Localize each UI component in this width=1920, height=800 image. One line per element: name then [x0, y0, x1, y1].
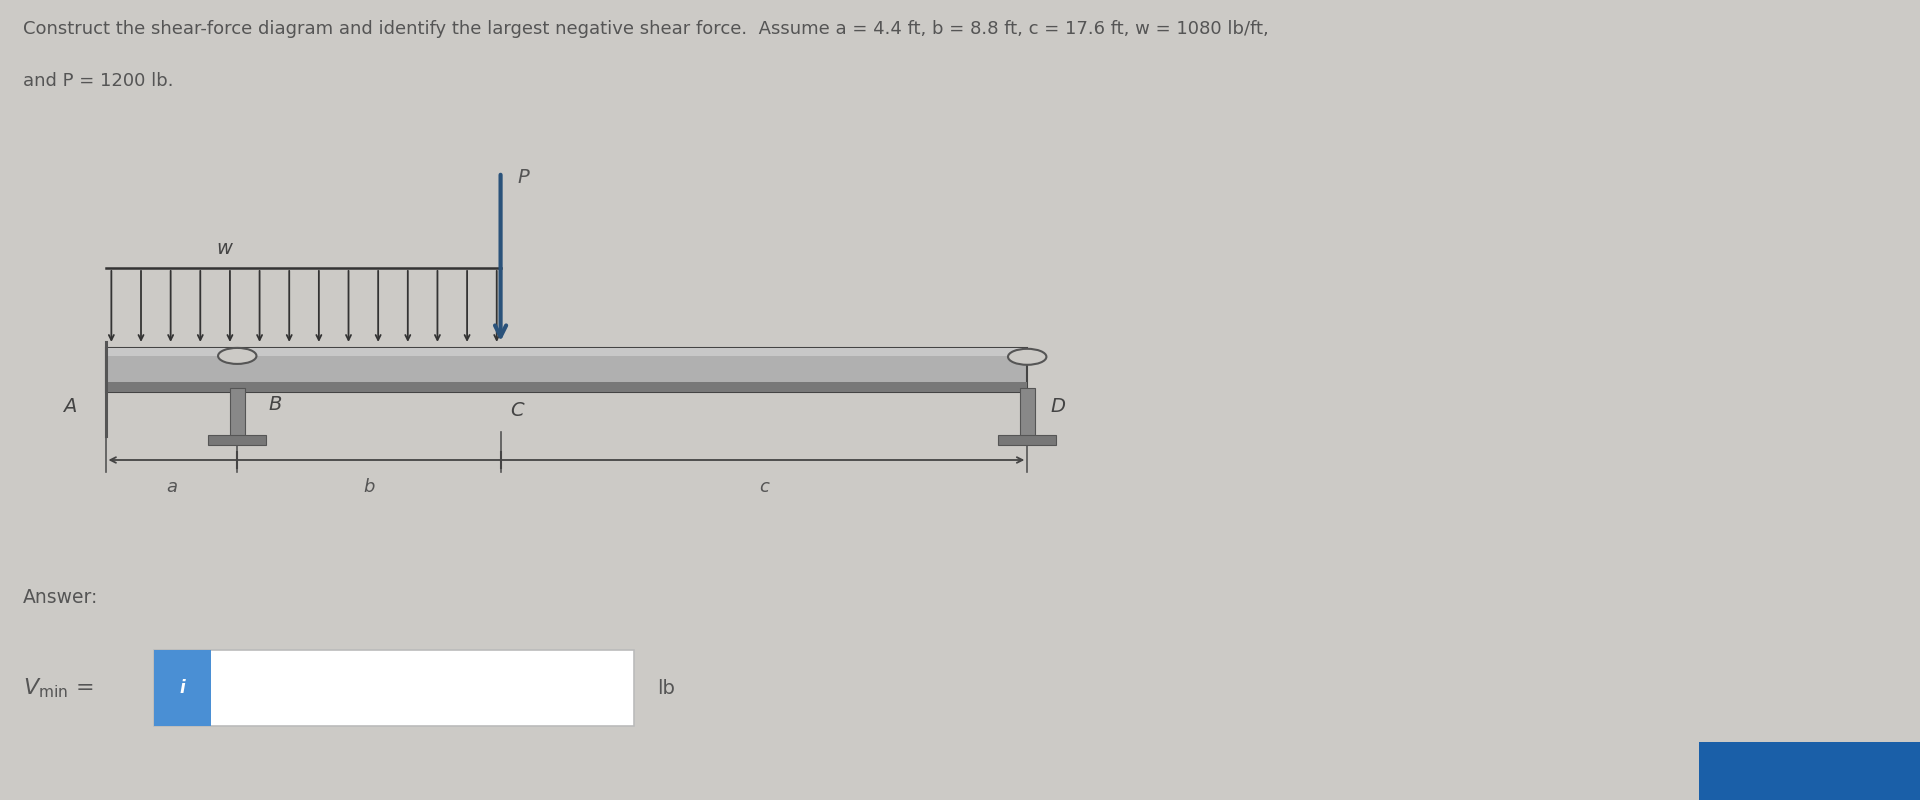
Bar	[230, 388, 246, 440]
Bar	[154, 650, 211, 726]
Text: P: P	[518, 168, 530, 187]
Text: lb: lb	[657, 678, 674, 698]
Bar	[154, 650, 634, 726]
Text: i: i	[180, 679, 184, 697]
Circle shape	[219, 348, 257, 364]
Bar	[106, 382, 1027, 392]
Bar	[106, 348, 1027, 392]
Circle shape	[1008, 349, 1046, 365]
Bar	[1699, 742, 1920, 800]
Text: b: b	[363, 478, 374, 496]
Text: B: B	[269, 395, 282, 414]
Bar	[106, 348, 1027, 356]
Text: D: D	[1050, 397, 1066, 416]
Text: and P = 1200 lb.: and P = 1200 lb.	[23, 72, 173, 90]
Bar	[998, 435, 1056, 445]
Bar	[209, 435, 267, 445]
Text: w: w	[217, 239, 232, 258]
Text: a: a	[165, 478, 177, 496]
Text: $V_{\mathrm{min}}$ =: $V_{\mathrm{min}}$ =	[23, 676, 94, 700]
Text: A: A	[63, 397, 77, 416]
Text: C: C	[511, 401, 524, 420]
Text: Construct the shear-force diagram and identify the largest negative shear force.: Construct the shear-force diagram and id…	[23, 20, 1269, 38]
Text: c: c	[758, 478, 768, 496]
Bar	[1020, 388, 1035, 440]
Text: Answer:: Answer:	[23, 588, 98, 607]
